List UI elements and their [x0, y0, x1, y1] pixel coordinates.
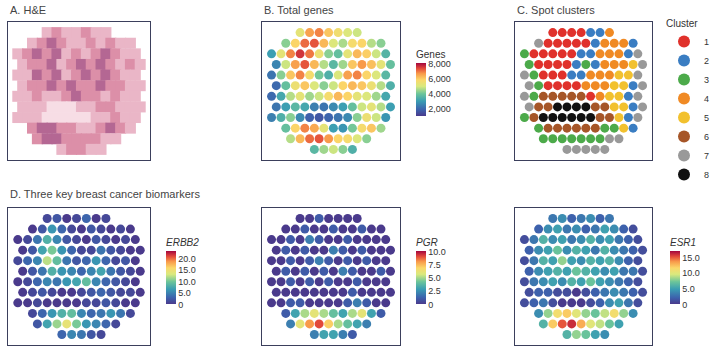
svg-text:0: 0 — [428, 300, 433, 310]
svg-text:6: 6 — [704, 132, 709, 142]
svg-text:D. Three key breast cancer bio: D. Three key breast cancer biomarkers — [10, 188, 200, 200]
svg-text:7.5: 7.5 — [428, 260, 441, 270]
svg-text:5.0: 5.0 — [178, 288, 191, 298]
svg-text:10.0: 10.0 — [178, 277, 196, 287]
svg-text:5.0: 5.0 — [428, 273, 441, 283]
svg-text:8,000: 8,000 — [428, 59, 451, 69]
svg-text:5: 5 — [704, 113, 709, 123]
svg-text:2: 2 — [704, 56, 709, 66]
svg-text:20.0: 20.0 — [178, 254, 196, 264]
svg-text:Genes: Genes — [416, 49, 445, 60]
svg-text:4,000: 4,000 — [428, 89, 451, 99]
svg-text:10.0: 10.0 — [428, 247, 446, 257]
svg-text:4: 4 — [704, 94, 709, 104]
svg-text:15.0: 15.0 — [682, 253, 700, 263]
svg-text:7: 7 — [704, 151, 709, 161]
svg-text:0: 0 — [178, 300, 183, 310]
svg-text:2.5: 2.5 — [428, 286, 441, 296]
svg-text:C. Spot clusters: C. Spot clusters — [517, 4, 595, 16]
svg-text:2,000: 2,000 — [428, 104, 451, 114]
svg-text:15.0: 15.0 — [178, 265, 196, 275]
svg-text:B. Total genes: B. Total genes — [264, 4, 334, 16]
svg-text:10.0: 10.0 — [682, 268, 700, 278]
svg-text:ESR1: ESR1 — [670, 237, 696, 248]
svg-text:PGR: PGR — [416, 237, 438, 248]
svg-text:6,000: 6,000 — [428, 74, 451, 84]
svg-text:0: 0 — [682, 300, 687, 310]
svg-text:8: 8 — [704, 170, 709, 180]
svg-text:5.0: 5.0 — [682, 284, 695, 294]
svg-text:3: 3 — [704, 75, 709, 85]
svg-text:ERBB2: ERBB2 — [166, 237, 199, 248]
svg-text:1: 1 — [704, 37, 709, 47]
svg-text:Cluster: Cluster — [666, 18, 698, 29]
svg-text:A. H&E: A. H&E — [10, 4, 46, 16]
